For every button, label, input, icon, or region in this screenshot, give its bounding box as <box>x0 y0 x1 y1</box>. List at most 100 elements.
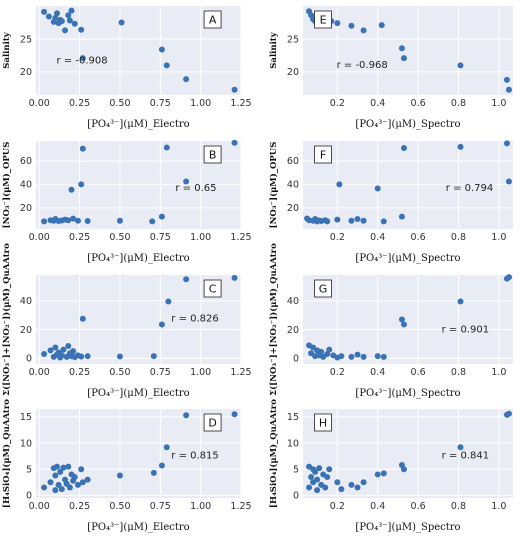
data-point <box>374 471 381 478</box>
y-tick-label: 15 <box>287 412 299 423</box>
data-point <box>163 144 170 151</box>
x-tick-label: 0.25 <box>69 367 90 378</box>
data-point <box>84 353 91 360</box>
x-tick-label: 0.2 <box>330 232 345 243</box>
data-point <box>348 353 355 360</box>
y-tick-label: 20 <box>287 203 299 214</box>
x-tick-label: 0.4 <box>370 367 385 378</box>
x-tick-label: 0.6 <box>411 367 426 378</box>
data-point <box>47 347 54 354</box>
panel-letter-box <box>314 279 332 298</box>
y-axis-label: [H₄SiO₄](μM)_QuAAtro <box>268 399 279 508</box>
data-point <box>158 46 165 53</box>
x-tick-label: 0.6 <box>411 232 426 243</box>
data-point <box>52 344 59 351</box>
correlation-label: r = 0.65 <box>175 183 216 194</box>
data-point <box>354 484 361 491</box>
data-point <box>47 479 54 486</box>
data-point <box>70 348 77 355</box>
y-axis-label: [H₄SiO₄](μM)_QuAAtro <box>1 399 12 508</box>
y-tick-label: 10 <box>287 438 299 449</box>
x-tick-label: 0.50 <box>109 367 130 378</box>
data-point <box>308 474 315 481</box>
x-tick-label: 0.50 <box>109 98 130 109</box>
y-axis-label: [NO₃⁻](μM)_OPUS <box>1 142 12 229</box>
x-tick-label: 0.2 <box>330 501 345 512</box>
panel-letter: C <box>209 283 217 296</box>
data-point <box>84 476 91 483</box>
panel-letter-box <box>203 413 222 432</box>
data-point <box>324 474 331 481</box>
data-point <box>457 298 464 305</box>
x-tick-label: 0.8 <box>451 501 466 512</box>
x-tick-label: 0.00 <box>29 367 50 378</box>
data-point <box>79 315 86 322</box>
x-tick-label: 0.8 <box>451 98 466 109</box>
y-tick-label: 5 <box>26 465 32 476</box>
data-point <box>400 466 407 473</box>
correlation-label: r = 0.815 <box>171 450 218 461</box>
data-point <box>52 472 59 479</box>
data-point <box>314 487 321 494</box>
data-point <box>374 185 381 192</box>
x-tick-label: 1.25 <box>230 501 251 512</box>
panel-c: 0.00 0.25 0.50 0.75 1.00 1.25 0 20 40 r = 0.826 C [… <box>1 243 252 399</box>
x-tick-label: 0.75 <box>150 98 171 109</box>
data-point <box>400 145 407 152</box>
data-point <box>165 298 172 305</box>
y-tick-label: 40 <box>287 296 299 307</box>
x-tick-label: 1.0 <box>491 367 506 378</box>
data-point <box>116 353 123 360</box>
data-point <box>70 215 77 222</box>
data-point <box>52 14 59 21</box>
y-tick-label: 60 <box>287 156 299 167</box>
x-tick-label: 0.50 <box>109 232 130 243</box>
y-axis-label: Σ([NO₃⁻]+[NO₂⁻])(μM)_QuAAtro <box>1 243 12 396</box>
data-point <box>150 353 157 360</box>
data-point <box>79 55 86 62</box>
data-point <box>66 484 73 491</box>
data-point <box>60 346 67 353</box>
panel-letter-box <box>203 279 222 298</box>
data-point <box>84 218 91 225</box>
data-point <box>505 178 512 185</box>
data-point <box>348 481 355 488</box>
y-axis-label: Salinity <box>269 31 279 68</box>
data-point <box>398 316 405 323</box>
x-tick-label: 0.00 <box>29 232 50 243</box>
x-axis-label: [PO₄³⁻](μM)_Spectro <box>355 522 460 533</box>
x-tick-label: 0.2 <box>330 98 345 109</box>
x-tick-label: 0.8 <box>451 367 466 378</box>
y-tick-label: 0 <box>26 491 32 502</box>
y-tick-label: 10 <box>20 438 32 449</box>
y-tick-label: 20 <box>287 325 299 336</box>
y-tick-label: 20 <box>20 203 32 214</box>
data-point <box>374 353 381 360</box>
x-tick-label: 0.75 <box>150 367 171 378</box>
data-point <box>57 468 64 475</box>
x-tick-label: 1.0 <box>491 501 506 512</box>
data-point <box>348 217 355 224</box>
x-tick-label: 1.00 <box>190 232 211 243</box>
data-point <box>380 470 387 477</box>
data-point <box>66 17 73 24</box>
data-point <box>231 86 238 93</box>
data-point <box>116 217 123 224</box>
x-tick-label: 0.4 <box>370 232 385 243</box>
data-point <box>71 474 78 481</box>
data-point <box>505 86 512 93</box>
data-point <box>503 140 510 147</box>
data-point <box>338 353 345 360</box>
correlation-label: r = 0.841 <box>442 450 489 461</box>
data-point <box>163 444 170 451</box>
x-tick-label: 0.25 <box>69 98 90 109</box>
data-point <box>68 7 75 14</box>
data-point <box>360 27 367 34</box>
data-point <box>149 218 156 225</box>
x-axis-label: [PO₄³⁻](μM)_Electro <box>87 119 189 130</box>
data-point <box>53 463 60 470</box>
y-axis-label: [NO₃⁻](μM)_OPUS <box>268 142 279 229</box>
panel-letter: H <box>319 417 327 430</box>
panel-letter: D <box>208 417 216 430</box>
